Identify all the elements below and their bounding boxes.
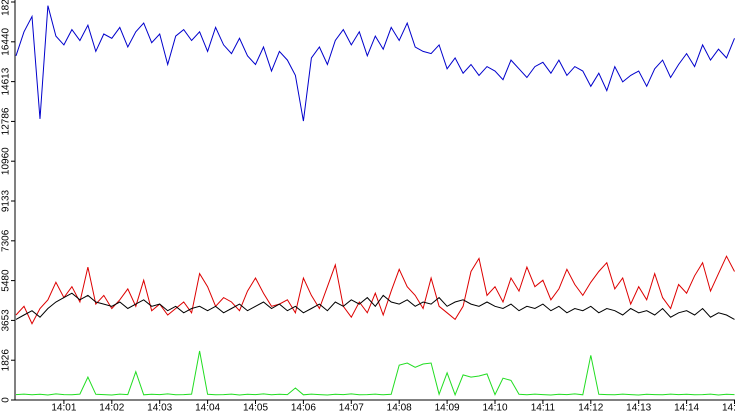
y-tick-label: 10960	[1, 147, 12, 175]
y-tick-label: 9133	[1, 189, 12, 212]
x-tick-label: 14:09	[435, 403, 460, 414]
series-line	[15, 292, 735, 320]
y-tick-label: 18267	[1, 0, 12, 16]
x-tick-label: 14:03	[147, 403, 172, 414]
series-line	[15, 255, 735, 325]
x-tick-label: 14:12	[578, 403, 603, 414]
y-tick-label: 16440	[1, 27, 12, 55]
y-tick-label: 0	[1, 397, 12, 403]
x-tick-label: 14:06	[291, 403, 316, 414]
x-tick-label: 14:08	[387, 403, 412, 414]
y-tick-label: 14613	[1, 67, 12, 95]
y-tick-label: 7306	[1, 229, 12, 252]
series-line	[15, 5, 735, 122]
x-tick-label: 14:10	[482, 403, 507, 414]
y-tick-label: 1826	[1, 349, 12, 372]
y-tick-label: 12786	[1, 107, 12, 135]
y-tick-label: 3653	[1, 309, 12, 332]
x-tick-label: 14:11	[531, 403, 556, 414]
x-tick-label: 14:02	[99, 403, 124, 414]
series-line	[15, 350, 735, 397]
x-tick-label: 14:04	[195, 403, 220, 414]
x-tick-label: 14:07	[339, 403, 364, 414]
x-tick-label: 14:05	[243, 403, 268, 414]
x-tick-label: 14:14	[674, 403, 699, 414]
x-tick-label: 14:01	[51, 403, 76, 414]
x-tick-label: 14:15	[722, 403, 735, 414]
x-tick-label: 14:13	[626, 403, 651, 414]
y-tick-label: 5480	[1, 269, 12, 292]
